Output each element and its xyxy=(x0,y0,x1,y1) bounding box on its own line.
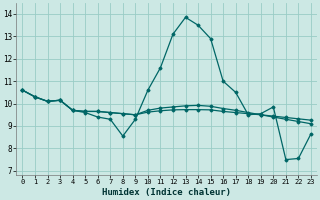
X-axis label: Humidex (Indice chaleur): Humidex (Indice chaleur) xyxy=(102,188,231,197)
